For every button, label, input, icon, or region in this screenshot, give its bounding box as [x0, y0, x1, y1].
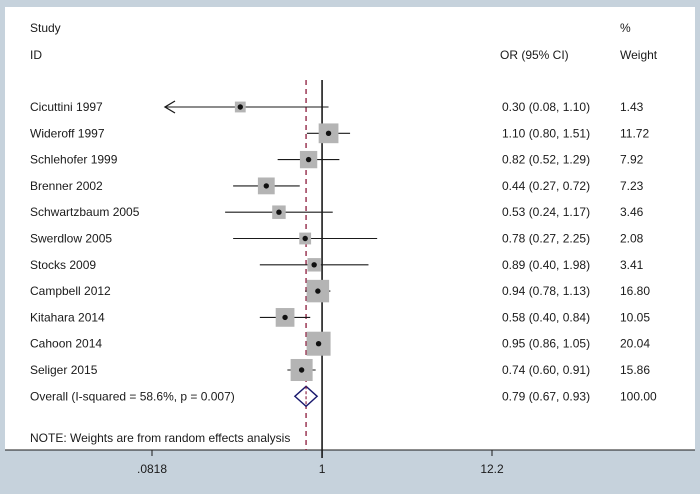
overall-or-ci-value: 0.79 (0.67, 0.93)	[502, 389, 590, 403]
point-estimate	[315, 288, 321, 294]
or-ci-value: 0.74 (0.60, 0.91)	[502, 363, 590, 377]
x-tick-label: 12.2	[480, 462, 504, 476]
weight-value: 3.46	[620, 205, 644, 219]
study-label: Cahoon 2014	[30, 337, 102, 351]
point-estimate	[263, 183, 269, 189]
point-estimate	[302, 235, 308, 242]
or-ci-value: 0.30 (0.08, 1.10)	[502, 100, 590, 114]
study-label: Cicuttini 1997	[30, 100, 103, 114]
or-ci-value: 0.94 (0.78, 1.13)	[502, 284, 590, 298]
header-study: Study	[30, 21, 61, 35]
header-or-ci: OR (95% CI)	[500, 48, 569, 62]
weight-value: 20.04	[620, 337, 650, 351]
point-estimate	[305, 156, 312, 163]
point-estimate	[237, 104, 243, 110]
weights-note: NOTE: Weights are from random effects an…	[30, 431, 290, 445]
x-tick-label: 1	[319, 462, 326, 476]
plot-background	[5, 7, 695, 450]
or-ci-value: 0.82 (0.52, 1.29)	[502, 153, 590, 167]
weight-value: 16.80	[620, 284, 650, 298]
point-estimate	[325, 130, 332, 136]
study-label: Wideroff 1997	[30, 126, 105, 140]
point-estimate	[311, 262, 317, 268]
weight-value: 7.92	[620, 153, 644, 167]
or-ci-value: 0.95 (0.86, 1.05)	[502, 337, 590, 351]
study-label: Stocks 2009	[30, 258, 96, 272]
point-estimate	[276, 209, 282, 215]
point-estimate	[282, 314, 288, 321]
study-label: Swerdlow 2005	[30, 232, 112, 246]
overall-weight-value: 100.00	[620, 389, 657, 403]
study-label: Kitahara 2014	[30, 310, 105, 324]
ci-arrow	[163, 100, 176, 114]
study-label: Campbell 2012	[30, 284, 111, 298]
or-ci-value: 0.89 (0.40, 1.98)	[502, 258, 590, 272]
study-label: Schlehofer 1999	[30, 153, 118, 167]
point-estimate	[315, 341, 322, 347]
header-weight: Weight	[620, 48, 658, 62]
weight-value: 7.23	[620, 179, 644, 193]
or-ci-value: 0.53 (0.24, 1.17)	[502, 205, 590, 219]
weight-value: 2.08	[620, 232, 644, 246]
or-ci-value: 1.10 (0.80, 1.51)	[502, 126, 590, 140]
x-tick-label: .0818	[137, 462, 167, 476]
weight-value: 1.43	[620, 100, 644, 114]
or-ci-value: 0.58 (0.40, 0.84)	[502, 310, 590, 324]
point-estimate	[298, 367, 305, 373]
overall-label: Overall (I-squared = 58.6%, p = 0.007)	[30, 389, 235, 403]
header-weight-pct: %	[620, 21, 631, 35]
weight-value: 11.72	[620, 126, 649, 140]
or-ci-value: 0.44 (0.27, 0.72)	[502, 179, 590, 193]
weight-value: 10.05	[620, 310, 650, 324]
header-id: ID	[30, 48, 42, 62]
study-label: Seliger 2015	[30, 363, 98, 377]
weight-value: 15.86	[620, 363, 650, 377]
or-ci-value: 0.78 (0.27, 2.25)	[502, 232, 590, 246]
weight-value: 3.41	[620, 258, 644, 272]
study-label: Schwartzbaum 2005	[30, 205, 140, 219]
study-label: Brenner 2002	[30, 179, 103, 193]
